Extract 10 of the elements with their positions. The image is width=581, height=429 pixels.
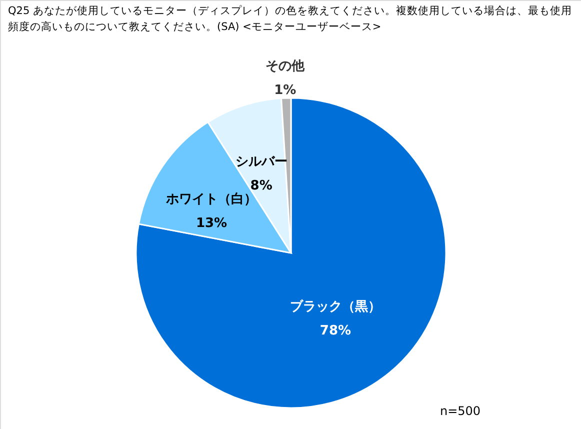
data-label: 1% bbox=[274, 83, 296, 98]
slice-label: ブラック（黒） bbox=[290, 298, 381, 315]
data-label: 78% bbox=[320, 324, 352, 339]
slice-label: その他 bbox=[266, 59, 306, 74]
chart-title: Q25 あなたが使用しているモニター（ディスプレイ）の色を教えてください。複数使用している場合は、最も使用頻度の高いものについて教えてください。(SA) <モニターユーザーベース> bbox=[8, 4, 572, 33]
slice-label: シルバー bbox=[235, 154, 288, 170]
slice-label: ホワイト（白） bbox=[165, 192, 258, 207]
data-label: 8% bbox=[250, 178, 272, 194]
text: n=500 bbox=[440, 404, 481, 418]
data-label: 13% bbox=[196, 216, 228, 231]
